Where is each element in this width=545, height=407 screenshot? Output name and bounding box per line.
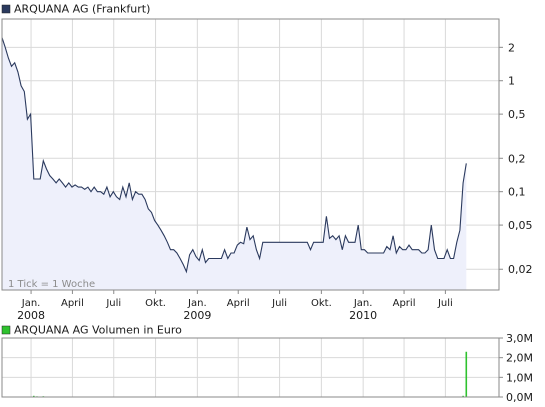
price-x-tick-label: Okt. [311,298,332,309]
price-y-tick-label: 0,1 [508,186,526,199]
price-y-tick-label: 0,5 [508,108,526,121]
price-y-tick-label: 2 [508,41,515,54]
price-x-tick-label: Jan. [187,298,207,309]
volume-plot-area [2,338,499,397]
price-legend-label: ARQUANA AG (Frankfurt) [14,3,150,16]
volume-bar [465,351,468,397]
price-area-fill [2,37,467,290]
price-x-tick-label: Juli [271,298,287,309]
price-y-axis: 2 1 0,5 0,2 0,1 0,05 0,02 [499,41,533,276]
price-x-year-label: 2010 [349,309,377,322]
volume-bar [33,395,35,397]
volume-y-axis: 3,0M 2,0M 1,0M 0,0M [499,332,533,404]
price-x-year-label: 2009 [183,309,211,322]
price-y-tick-label: 1 [508,75,515,88]
price-x-tick-label: Jan. [353,298,373,309]
price-x-tick-label: April [227,298,250,309]
price-y-tick-label: 0,05 [508,219,533,232]
volume-plot-frame [1,337,500,398]
price-line [1,37,467,274]
volume-y-tick-label: 1,0M [506,371,533,384]
price-x-tick-label: Okt. [145,298,166,309]
tick-note: 1 Tick = 1 Woche [8,279,95,290]
price-x-tick-label: Juli [105,298,121,309]
volume-legend-label: ARQUANA AG Volumen in Euro [14,324,182,337]
price-y-tick-label: 0,02 [508,263,533,276]
price-x-tick-label: April [393,298,416,309]
price-panel: ARQUANA AG (Frankfurt) 1 Tick = 1 Woche … [1,3,533,322]
volume-bar [462,395,464,397]
price-legend-swatch [1,4,11,14]
volume-legend-swatch [1,325,11,335]
price-x-tick-label: Jan. [21,298,41,309]
price-x-year-label: 2008 [17,309,45,322]
price-y-tick-label: 0,2 [508,152,526,165]
price-x-tick-label: April [61,298,84,309]
volume-panel: ARQUANA AG Volumen in Euro 3,0M 2,0M 1,0M 0… [1,324,533,404]
volume-y-tick-label: 2,0M [506,352,533,365]
volume-y-tick-label: 0,0M [506,391,533,404]
price-plot-frame [1,18,500,291]
price-x-tick-label: Juli [437,298,453,309]
volume-y-tick-label: 3,0M [506,332,533,345]
